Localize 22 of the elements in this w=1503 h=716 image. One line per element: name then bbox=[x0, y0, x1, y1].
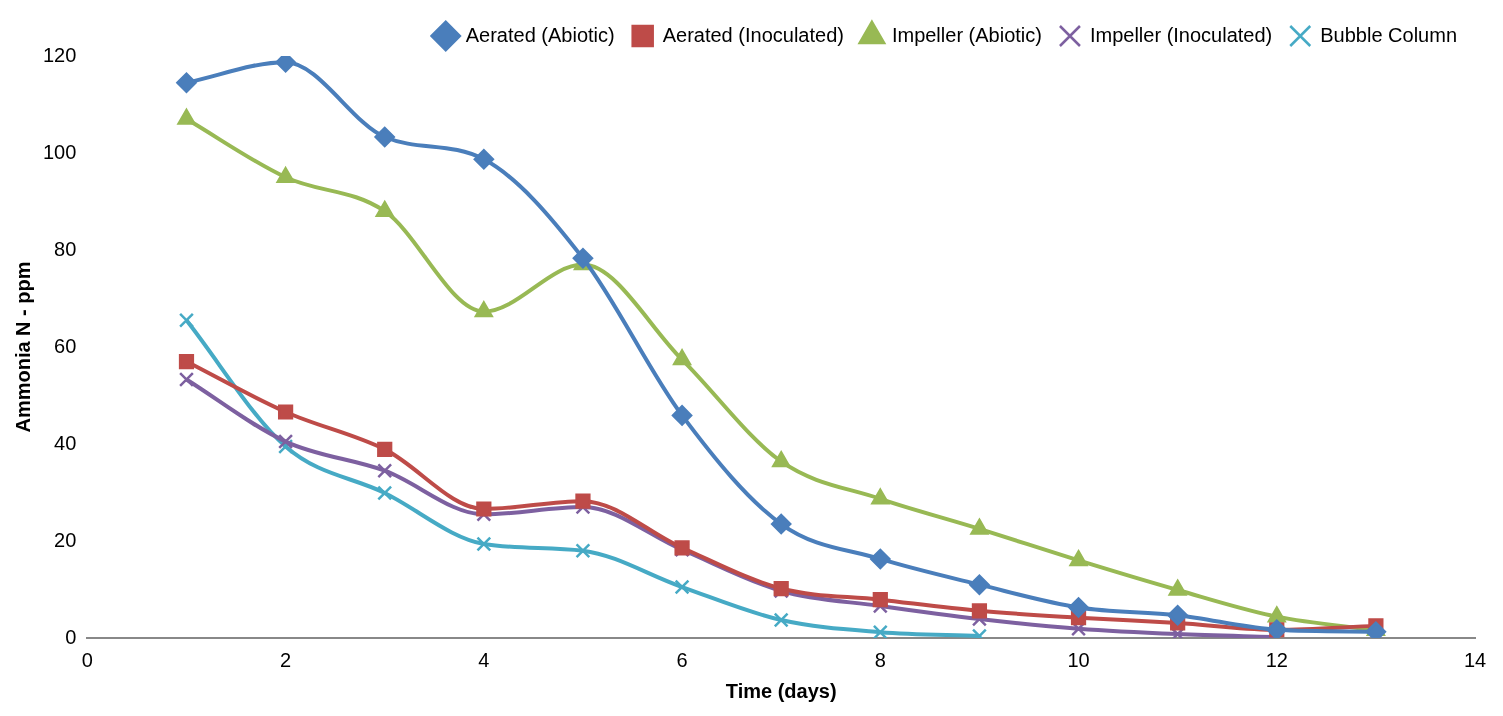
legend-label: Impeller (Inoculated) bbox=[1089, 23, 1273, 46]
y-tick-label: 100 bbox=[42, 140, 77, 163]
x-tick-label: 6 bbox=[676, 648, 688, 671]
legend-label: Impeller (Abiotic) bbox=[891, 23, 1042, 46]
y-tick-label: 120 bbox=[42, 43, 77, 66]
x-tick-label: 2 bbox=[280, 648, 292, 671]
x-tick-label: 12 bbox=[1265, 648, 1288, 671]
y-tick-label: 80 bbox=[54, 237, 77, 260]
x-tick-label: 14 bbox=[1463, 648, 1487, 671]
legend-label: Aerated (Abiotic) bbox=[465, 23, 615, 46]
y-tick-label: 20 bbox=[54, 528, 77, 551]
x-tick-label: 8 bbox=[874, 648, 886, 671]
y-tick-label: 40 bbox=[54, 431, 77, 454]
x-axis-title: Time (days) bbox=[725, 679, 837, 702]
legend-label: Aerated (Inoculated) bbox=[662, 23, 844, 46]
x-tick-label: 4 bbox=[478, 648, 490, 671]
x-tick-label: 10 bbox=[1067, 648, 1090, 671]
x-tick-label: 0 bbox=[81, 648, 93, 671]
y-axis-title: Ammonia N - ppm bbox=[11, 261, 34, 433]
y-tick-label: 60 bbox=[54, 334, 77, 357]
legend-label: Bubble Column bbox=[1320, 23, 1457, 46]
y-tick-label: 0 bbox=[65, 625, 77, 648]
